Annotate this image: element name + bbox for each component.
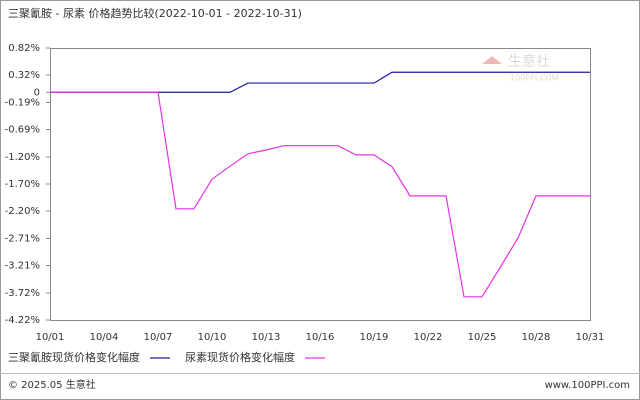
legend-label: 三聚氰胺现货价格变化幅度 — [8, 350, 140, 364]
x-tick-label: 10/19 — [360, 332, 389, 343]
footer-right: www.100PPI.com — [545, 380, 630, 391]
y-tick-label: -2.20% — [5, 206, 40, 217]
x-tick-label: 10/01 — [36, 332, 65, 343]
x-tick-label: 10/22 — [414, 332, 443, 343]
x-tick-label: 10/04 — [90, 332, 119, 343]
y-tick-label: 0.82% — [8, 43, 40, 54]
y-tick-label: -0.19% — [5, 98, 40, 109]
watermark-logo — [482, 56, 502, 64]
x-tick-label: 10/25 — [468, 332, 497, 343]
y-tick-label: -3.72% — [5, 288, 40, 299]
watermark-text: 生意社 — [508, 53, 550, 70]
y-tick-label: -2.71% — [5, 234, 40, 245]
x-tick-label: 10/13 — [252, 332, 281, 343]
y-tick-label: -1.70% — [5, 179, 40, 190]
x-tick-label: 10/28 — [522, 332, 551, 343]
x-tick-label: 10/31 — [576, 332, 605, 343]
plot-border — [50, 48, 591, 321]
y-tick-label: 0 — [34, 87, 40, 98]
y-tick-label: 0.32% — [8, 70, 40, 81]
y-tick-label: -0.69% — [5, 124, 40, 135]
watermark: 生意社 100PPI.COM — [482, 53, 559, 83]
footer-left: © 2025.05 生意社 — [8, 378, 96, 391]
chart-title: 三聚氰胺 - 尿素 价格趋势比较(2022-10-01 - 2022-10-31… — [8, 6, 302, 20]
watermark-sub: 100PPI.COM — [510, 74, 559, 83]
legend-label: 尿素现货价格变化幅度 — [185, 350, 295, 364]
y-tick-label: -3.21% — [5, 260, 40, 271]
y-tick-label: -1.20% — [5, 152, 40, 163]
series-line — [50, 91, 590, 298]
x-tick-label: 10/16 — [306, 332, 335, 343]
x-tick-label: 10/10 — [198, 332, 227, 343]
y-tick-label: -4.22% — [5, 315, 40, 326]
x-tick-label: 10/07 — [144, 332, 173, 343]
